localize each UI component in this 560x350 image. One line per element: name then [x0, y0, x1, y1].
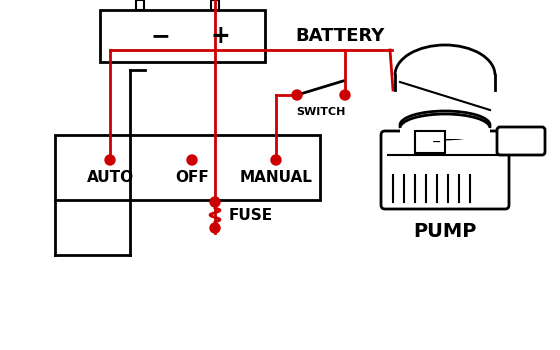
- FancyBboxPatch shape: [100, 10, 265, 62]
- Text: OFF: OFF: [175, 170, 209, 186]
- Text: −: −: [150, 24, 170, 48]
- Text: BATTERY: BATTERY: [295, 27, 384, 45]
- FancyBboxPatch shape: [381, 131, 509, 209]
- Circle shape: [187, 155, 197, 165]
- Circle shape: [210, 223, 220, 233]
- Text: PUMP: PUMP: [413, 222, 477, 241]
- Circle shape: [105, 155, 115, 165]
- Circle shape: [271, 155, 281, 165]
- FancyBboxPatch shape: [497, 127, 545, 155]
- Text: −: −: [432, 137, 442, 147]
- FancyBboxPatch shape: [55, 135, 320, 200]
- Ellipse shape: [400, 111, 490, 139]
- FancyBboxPatch shape: [400, 125, 490, 139]
- FancyBboxPatch shape: [136, 0, 144, 10]
- Text: MANUAL: MANUAL: [240, 170, 312, 186]
- Circle shape: [210, 197, 220, 207]
- Circle shape: [292, 90, 302, 100]
- Text: AUTO: AUTO: [86, 170, 134, 186]
- Circle shape: [340, 90, 350, 100]
- FancyBboxPatch shape: [211, 0, 219, 10]
- Text: FUSE: FUSE: [229, 208, 273, 223]
- Text: SWITCH: SWITCH: [296, 107, 346, 117]
- Text: +: +: [210, 24, 230, 48]
- FancyBboxPatch shape: [415, 131, 445, 153]
